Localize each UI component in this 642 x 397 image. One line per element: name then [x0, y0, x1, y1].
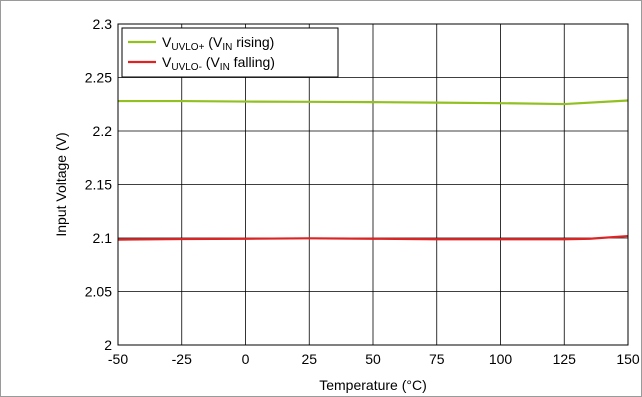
legend-v-symbol: V [162, 54, 172, 70]
plot-border [117, 23, 629, 346]
legend-entry-uvlo-falling: VUVLO- (VIN falling) [128, 54, 275, 73]
y-tick-label: 2.3 [93, 16, 113, 32]
legend-in-subscript: IN [220, 62, 230, 73]
legend-uvlo-plus-subscript: UVLO+ [171, 42, 204, 53]
y-tick-label: 2 [104, 337, 112, 353]
legend-v-symbol: V [162, 34, 172, 50]
legend-falling-text: falling) [230, 54, 275, 70]
y-tick-label: 2.1 [93, 230, 113, 246]
legend-label-uvlo-rising: VUVLO+ (VIN rising) [162, 34, 274, 53]
x-tick-label: 50 [365, 351, 381, 367]
x-tick-label: 150 [616, 351, 640, 367]
legend: VUVLO+ (VIN rising) VUVLO- (VIN falling) [121, 27, 339, 78]
y-tick-label: 2.15 [85, 177, 112, 193]
x-tick-label: 0 [242, 351, 250, 367]
y-tick-label: 2.2 [93, 123, 113, 139]
y-tick-label: 2.25 [85, 70, 112, 86]
series-line-uvlo-rising [118, 99, 629, 106]
y-tick-label: 2.05 [85, 284, 112, 300]
x-tick-label: 25 [301, 351, 317, 367]
legend-rising-text: rising) [232, 34, 274, 50]
legend-label-uvlo-falling: VUVLO- (VIN falling) [162, 54, 275, 73]
legend-entry-uvlo-rising: VUVLO+ (VIN rising) [128, 34, 274, 53]
series-line-uvlo-falling [117, 234, 629, 241]
x-tick-label: 75 [429, 351, 445, 367]
x-axis-label: Temperature (°C) [319, 377, 427, 393]
x-tick-label: -50 [108, 351, 128, 367]
x-tick-label: 100 [489, 351, 513, 367]
legend-box [121, 27, 339, 78]
legend-in-subscript: IN [222, 42, 232, 53]
legend-uvlo-minus-subscript: UVLO- [171, 62, 202, 73]
y-axis-label: Input Voltage (V) [53, 132, 69, 236]
legend-vin-open: (V [204, 34, 223, 50]
legend-vin-open: (V [202, 54, 221, 70]
tick-label-layer: -50 -25 0 25 50 75 100 125 150 2 2.05 2.1 2.15 2.2 2.2… [85, 16, 640, 367]
series-layer [117, 99, 629, 241]
x-tick-label: 125 [553, 351, 577, 367]
x-tick-label: -25 [172, 351, 192, 367]
